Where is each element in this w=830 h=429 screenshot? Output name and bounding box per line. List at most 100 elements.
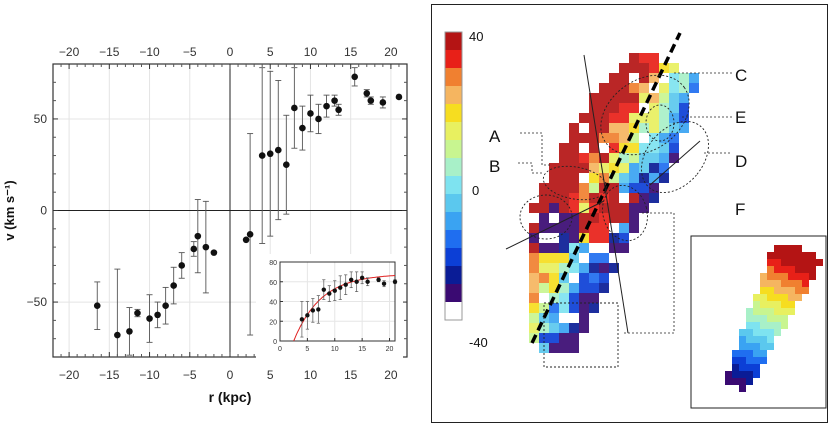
region-label: B — [489, 157, 500, 176]
colorbar-segment — [445, 302, 462, 320]
x-tick-label-top: −15 — [99, 45, 120, 59]
velocity-pixel — [639, 173, 649, 183]
inset-y-tick-label: 20 — [269, 319, 277, 326]
velocity-pixel — [589, 123, 599, 133]
velocity-pixel — [599, 263, 609, 273]
colorbar-segment — [445, 158, 462, 176]
model-pixel — [795, 259, 802, 266]
velocity-pixel — [579, 223, 589, 233]
model-pixel — [760, 329, 767, 336]
data-point — [258, 152, 266, 159]
region-label: A — [489, 127, 501, 146]
velocity-pixel — [589, 163, 599, 173]
region-f-ellipse — [602, 184, 648, 242]
model-pixel — [760, 287, 767, 294]
velocity-pixel — [659, 123, 669, 133]
velocity-pixel — [669, 103, 679, 113]
velocity-pixel — [639, 113, 649, 123]
velocity-pixel — [589, 183, 599, 193]
velocity-pixel — [559, 283, 569, 293]
model-pixel — [767, 315, 774, 322]
model-pixel — [746, 350, 753, 357]
model-pixel — [774, 259, 781, 266]
velocity-pixel — [549, 183, 559, 193]
velocity-pixel — [619, 223, 629, 233]
velocity-pixel — [539, 183, 549, 193]
data-point — [307, 110, 314, 117]
colorbar-segment — [445, 32, 462, 50]
velocity-pixel — [569, 223, 579, 233]
velocity-pixel — [639, 53, 649, 63]
velocity-pixel — [659, 143, 669, 153]
velocity-pixel — [559, 343, 569, 353]
velocity-pixel — [539, 343, 549, 353]
velocity-pixel — [569, 123, 579, 133]
model-pixel — [760, 350, 767, 357]
model-pixel — [802, 259, 809, 266]
region-label: E — [735, 108, 746, 127]
velocity-pixel — [669, 153, 679, 163]
velocity-pixel — [629, 193, 639, 203]
velocity-pixel — [619, 93, 629, 103]
model-pixel — [781, 308, 788, 315]
velocity-pixel — [599, 233, 609, 243]
velocity-pixel — [609, 243, 619, 253]
model-pixel — [774, 294, 781, 301]
velocity-pixel — [559, 193, 569, 203]
velocity-pixel — [589, 213, 599, 223]
velocity-pixel — [599, 93, 609, 103]
velocity-pixel — [609, 213, 619, 223]
velocity-pixel — [609, 153, 619, 163]
model-pixel — [746, 329, 753, 336]
model-pixel — [809, 259, 816, 266]
velocity-pixel — [569, 243, 579, 253]
data-point — [154, 311, 161, 319]
model-pixel — [725, 371, 732, 378]
y-tick-label: −50 — [27, 295, 48, 309]
velocity-pixel — [539, 213, 549, 223]
velocity-pixel — [569, 143, 579, 153]
model-pixel — [746, 364, 753, 371]
velocity-pixel — [609, 73, 619, 83]
velocity-pixel — [589, 103, 599, 113]
inset-data-point — [299, 317, 305, 322]
x-tick-label-bottom: 10 — [304, 368, 318, 382]
velocity-pixel — [639, 183, 649, 193]
velocity-pixel — [619, 153, 629, 163]
velocity-pixel — [629, 53, 639, 63]
velocity-pixel — [679, 123, 689, 133]
velocity-pixel — [529, 283, 539, 293]
velocity-pixel — [559, 253, 569, 263]
data-point — [178, 262, 186, 269]
velocity-pixel — [569, 293, 579, 303]
data-point — [210, 249, 218, 256]
velocity-pixel — [589, 203, 599, 213]
model-pixel — [739, 364, 746, 371]
model-pixel — [767, 301, 774, 308]
velocity-pixel — [569, 333, 579, 343]
velocity-pixel — [599, 163, 609, 173]
minor-axis-line — [583, 54, 629, 334]
model-pixel — [795, 294, 802, 301]
velocity-pixel — [529, 263, 539, 273]
x-tick-label-bottom: 0 — [227, 368, 234, 382]
velocity-pixel — [649, 93, 659, 103]
velocity-pixel — [619, 113, 629, 123]
colorbar-segment — [445, 104, 462, 122]
x-tick-label-top: −20 — [59, 45, 80, 59]
velocity-pixel — [629, 143, 639, 153]
velocity-pixel — [679, 73, 689, 83]
velocity-pixel — [649, 153, 659, 163]
velocity-pixel — [599, 273, 609, 283]
x-tick-label-bottom: 20 — [384, 368, 398, 382]
model-pixel — [781, 322, 788, 329]
model-pixel — [753, 357, 760, 364]
inset-y-tick-label: 40 — [269, 300, 277, 307]
velocity-pixel — [539, 273, 549, 283]
velocity-pixel — [609, 163, 619, 173]
velocity-pixel — [569, 233, 579, 243]
region-box-dotted — [543, 302, 619, 368]
colorbar-segment — [445, 248, 462, 266]
velocity-pixel — [599, 113, 609, 123]
velocity-pixel — [549, 283, 559, 293]
